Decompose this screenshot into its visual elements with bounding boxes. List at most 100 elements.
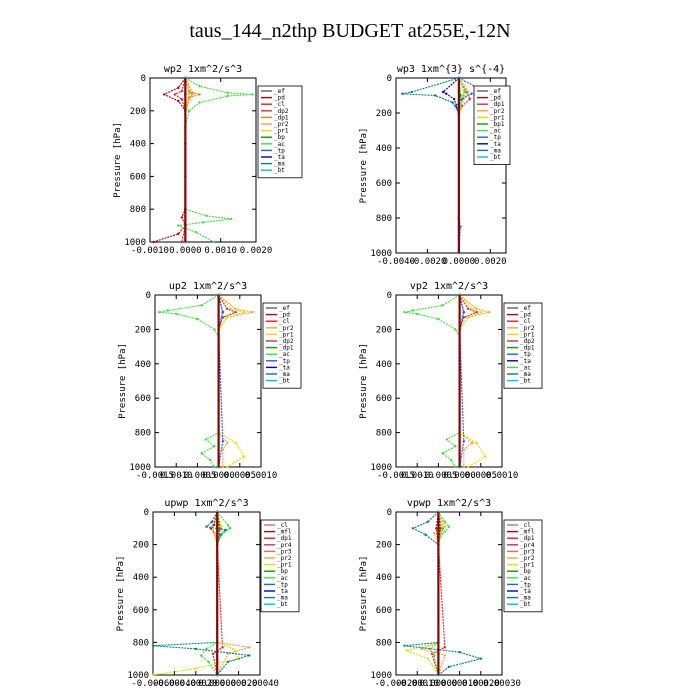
data-point [187, 109, 191, 112]
y-tick-label: 600 [130, 172, 146, 182]
data-point [434, 94, 437, 97]
x-tick-label: 0.0000 [443, 257, 476, 267]
chart-vp2: vp2 1xm^2/s^3 Pressure [hPa] 0 200 400 600 800… [359, 281, 543, 481]
legend-label: _pr1 [520, 331, 535, 338]
series-line [442, 77, 460, 253]
plot-frame [152, 511, 261, 676]
legend-label: _ef [274, 88, 285, 95]
y-tick-label: 800 [130, 205, 146, 215]
x-tick-label: 0.00020 [462, 679, 500, 689]
data-point [410, 90, 413, 94]
data-point [462, 440, 466, 443]
data-point [221, 646, 224, 649]
x-tick-label: 0.0010 [486, 471, 519, 481]
data-point [194, 230, 198, 234]
y-tick-label: 200 [135, 325, 151, 335]
series-line [431, 511, 446, 676]
legend-box [260, 519, 300, 613]
data-point [220, 525, 223, 528]
legend-label: _pd [279, 312, 290, 319]
legend-label: _pr1 [274, 128, 289, 135]
data-point [445, 438, 449, 441]
data-point [426, 657, 429, 660]
legend-label: _dp1 [279, 345, 294, 352]
data-point [224, 528, 227, 532]
x-tick-label: -0.00010 [396, 679, 439, 689]
legend-label: _dp2 [520, 338, 535, 345]
data-point [228, 527, 232, 530]
data-point [175, 312, 178, 316]
data-point [225, 441, 229, 445]
data-point [213, 531, 217, 535]
legend-label: _tp [274, 147, 285, 154]
y-tick-label: 800 [135, 429, 151, 439]
legend-label: _cl [274, 101, 285, 108]
data-point [205, 647, 208, 651]
data-point [443, 530, 446, 533]
y-tick-label: 400 [376, 360, 392, 370]
x-tick-label: -0.00040 [153, 679, 196, 689]
data-point [234, 441, 237, 445]
legend-label: _tp [279, 358, 290, 365]
y-tick-label: 600 [133, 606, 149, 616]
x-tick-label: 0.0010 [204, 246, 237, 256]
data-point [449, 458, 453, 462]
data-point [483, 455, 487, 458]
data-point [221, 448, 225, 451]
data-point [212, 523, 216, 527]
data-point [488, 311, 491, 314]
series-line [152, 511, 250, 676]
y-axis-label: Pressure [hPa] [359, 343, 369, 419]
y-axis-label: Pressure [hPa] [359, 128, 369, 204]
data-point [443, 654, 446, 657]
data-point [196, 317, 199, 321]
chart-title: vpwp 1xm^2/s^3 [407, 498, 491, 509]
legend-label: _pr1 [490, 114, 505, 121]
data-point [441, 452, 444, 455]
x-tick-label: -0.00020 [174, 679, 217, 689]
data-point [401, 92, 404, 95]
legend-label: _ef [279, 305, 290, 312]
data-point [466, 465, 470, 469]
legend-box [473, 85, 511, 165]
legend-label: _dp2 [274, 108, 289, 115]
plot-frame [149, 77, 257, 243]
legend-label: _ac [279, 351, 290, 358]
data-point [251, 93, 254, 96]
y-tick-label: 400 [376, 573, 392, 583]
y-axis-label: Pressure [hPa] [116, 556, 126, 632]
legend-label: _pr2 [490, 108, 505, 115]
data-point [454, 328, 457, 331]
series-line [459, 294, 479, 467]
legend-label: _ta [274, 154, 285, 161]
legend-label: _dp1 [520, 535, 535, 542]
legend-label: _ma [279, 371, 290, 378]
data-point [226, 94, 229, 98]
data-point [221, 311, 225, 314]
data-point [152, 240, 155, 244]
x-tick-label: 0.0020 [474, 257, 507, 267]
legend-label: _bp [520, 568, 531, 575]
data-point [454, 445, 457, 448]
plot-frame [395, 77, 507, 254]
y-tick-label: 800 [133, 638, 149, 648]
legend-label: _pr4 [520, 542, 535, 549]
y-tick-label: 600 [135, 394, 151, 404]
data-point [471, 441, 474, 445]
legend-label: _ac [277, 575, 288, 582]
x-tick-label: 0.0020 [240, 246, 273, 256]
x-tick-label: 0.00000 [419, 679, 457, 689]
data-point [177, 99, 180, 103]
legend-label: _tp [520, 581, 531, 588]
legend-label: _tp [490, 134, 501, 141]
legend-label: _mfl [520, 529, 535, 536]
y-tick-label: 800 [376, 214, 392, 224]
legend-label: _ma [277, 595, 288, 602]
x-tick-label: -0.00020 [374, 679, 417, 689]
legend-label: _ta [277, 588, 288, 595]
x-tick-label: 0.00030 [483, 679, 521, 689]
legend-label: _cl [520, 522, 531, 529]
data-point [158, 311, 161, 314]
chart-title: wp3 1xm^{3} s^{-4} [397, 64, 505, 75]
x-tick-label: 0.00000 [198, 679, 236, 689]
